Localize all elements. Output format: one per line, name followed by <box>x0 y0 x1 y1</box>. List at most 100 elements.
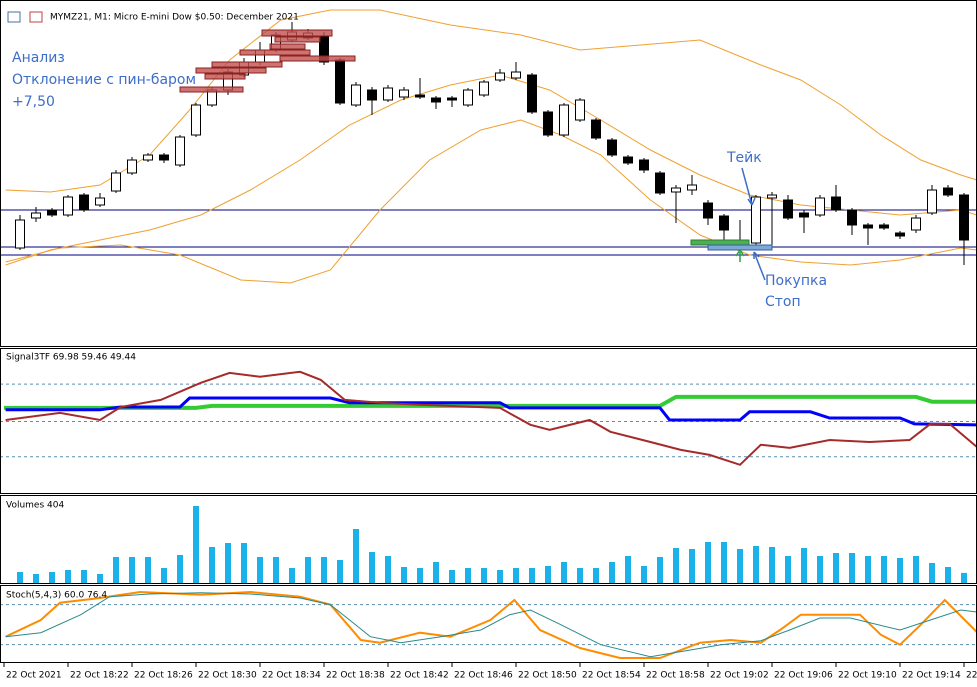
volume-bar <box>945 567 951 583</box>
volume-bar <box>145 557 151 583</box>
candle-body <box>191 104 201 136</box>
candle-body <box>959 194 969 241</box>
x-tick-label: 22 Oct 18:34 <box>262 671 321 681</box>
volume-bar <box>17 572 23 583</box>
volume-bar <box>753 546 759 583</box>
icon <box>7 11 21 23</box>
volume-bar <box>769 547 775 583</box>
volume-bar <box>833 553 839 583</box>
candle-body <box>703 202 713 219</box>
band-line <box>5 9 977 193</box>
candle-body <box>383 87 393 101</box>
volume-bar <box>49 572 55 583</box>
annotation: Отклонение с пин-баром <box>12 72 196 88</box>
candle-body <box>543 111 553 136</box>
candle-body <box>927 189 937 214</box>
x-tick-label: 22 Oct 2021 <box>6 671 62 681</box>
annotation: Анализ <box>12 50 65 66</box>
candle-body <box>319 36 329 63</box>
volume-bar <box>561 562 567 583</box>
candle-body <box>863 224 873 229</box>
candle-body <box>799 212 809 218</box>
annotation: Покупка <box>765 273 827 289</box>
candle-body <box>879 224 889 229</box>
annotation: +7,50 <box>12 94 55 110</box>
volume-bar <box>801 548 807 583</box>
annotation: Стоп <box>765 294 801 310</box>
candle-body <box>623 156 633 164</box>
volume-bar <box>817 556 823 583</box>
volume-bar <box>33 574 39 583</box>
entry-box <box>690 239 750 246</box>
candle-body <box>415 94 425 98</box>
volume-bar <box>641 566 647 583</box>
annotation: Тейк <box>726 150 762 166</box>
panel-title: Volumes 404 <box>6 501 64 511</box>
volume-bar <box>385 556 391 583</box>
panel <box>17 506 967 583</box>
volume-bar <box>705 542 711 583</box>
volume-bar <box>865 556 871 583</box>
volume-bar <box>417 568 423 583</box>
candle-body <box>367 89 377 101</box>
candle-body <box>655 172 665 194</box>
x-tick-label: 22 Oct 19:06 <box>774 671 833 681</box>
volume-bar <box>961 572 967 583</box>
candle-body <box>559 104 569 136</box>
x-tick-label: 22 Oct 18:42 <box>390 671 449 681</box>
candle-body <box>463 89 473 106</box>
volume-bar <box>545 566 551 583</box>
volume-bar <box>193 506 199 583</box>
x-tick-label: 22 Oct 18:54 <box>582 671 641 681</box>
candle-body <box>159 154 169 161</box>
candle-body <box>895 232 905 237</box>
x-tick-label: 22 Oct 18:50 <box>518 671 577 681</box>
buy-arrow <box>753 251 766 281</box>
x-tick-label: 22 Oct 18:30 <box>198 671 257 681</box>
volume-bar <box>609 562 615 583</box>
volume-bar <box>209 547 215 583</box>
x-tick-label: 22 Oct 19:14 <box>902 671 961 681</box>
volume-bar <box>257 557 263 583</box>
candle-body <box>831 196 841 211</box>
candle-body <box>95 197 105 206</box>
volume-bar <box>593 568 599 583</box>
volume-bar <box>65 570 71 583</box>
volume-bar <box>673 548 679 583</box>
candle-body <box>47 209 57 216</box>
volume-bar <box>929 563 935 583</box>
candle-body <box>31 212 41 219</box>
volume-bar <box>241 543 247 583</box>
indicator-line <box>5 592 977 658</box>
candle-body <box>639 159 649 171</box>
plot-layer: 22 Oct 2021 22 Oct 18:22 22 Oct 18:26 22 Oc… <box>0 9 977 681</box>
candle-body <box>575 99 585 121</box>
candle-body <box>783 199 793 219</box>
volume-bar <box>113 557 119 583</box>
candle-body <box>447 97 457 101</box>
volume-bar <box>449 570 455 583</box>
volume-bar <box>497 570 503 583</box>
indicator-line <box>5 370 977 466</box>
candle-body <box>175 136 185 166</box>
candle-body <box>79 194 89 211</box>
panel-title: Signal3TF 69.98 59.46 49.44 <box>6 353 136 363</box>
volume-bar <box>321 557 327 583</box>
candle-body <box>815 197 825 216</box>
panel <box>0 370 977 466</box>
volume-bar <box>401 567 407 583</box>
candle-body <box>671 187 681 193</box>
candle-body <box>511 71 521 79</box>
volume-bar <box>785 556 791 583</box>
candle-body <box>399 89 409 98</box>
band-line <box>5 119 977 284</box>
volume-bar <box>273 557 279 583</box>
pin-bar-boxes <box>179 29 356 93</box>
volume-bar <box>465 568 471 583</box>
volume-bar <box>305 557 311 583</box>
volume-bar <box>737 549 743 583</box>
candle-body <box>719 215 729 231</box>
candle-body <box>143 154 153 161</box>
volume-bar <box>721 542 727 583</box>
candle-body <box>751 196 761 244</box>
